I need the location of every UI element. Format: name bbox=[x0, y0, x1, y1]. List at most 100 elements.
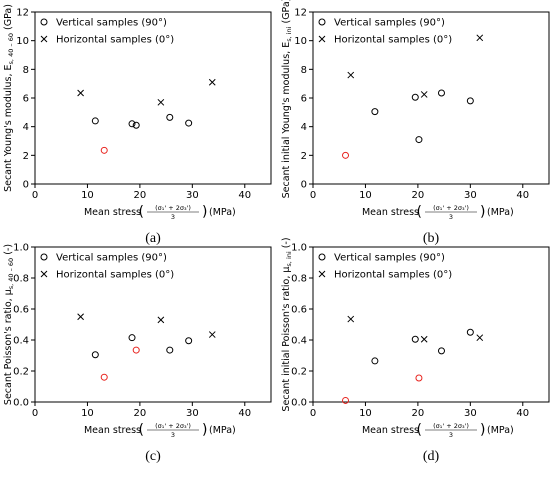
y-tick-label-b: 2 bbox=[301, 151, 307, 162]
x-tick-label-c: 10 bbox=[81, 408, 94, 419]
data-point-a-s1 bbox=[157, 98, 165, 106]
data-point-d-s1 bbox=[347, 315, 355, 323]
fraction-denominator-c: 3 bbox=[171, 431, 175, 439]
y-tick-label-b: 6 bbox=[301, 94, 307, 105]
y-tick-label-d: 0.4 bbox=[291, 336, 307, 347]
data-point-c-s0 bbox=[91, 351, 99, 359]
fraction-right-paren-b: ) bbox=[480, 204, 485, 220]
y-tick-label-a: 4 bbox=[23, 122, 29, 133]
data-point-a-s0 bbox=[185, 119, 193, 127]
x-tick-label-a: 20 bbox=[134, 190, 147, 201]
x-axis-label-text-a: Mean stress bbox=[84, 207, 141, 218]
data-point-c-s2 bbox=[100, 373, 108, 381]
data-point-d-s0 bbox=[411, 335, 419, 343]
x-axis-label-fraction-d: (σ₁' + 2σ₃')3 () bbox=[417, 422, 486, 439]
x-tick-label-d: 10 bbox=[359, 408, 372, 419]
data-point-b-s1 bbox=[420, 91, 428, 98]
fraction-numerator-a: (σ₁' + 2σ₃') bbox=[155, 204, 191, 212]
fraction-right-paren-d: ) bbox=[480, 422, 485, 438]
panel-label-b: (b) bbox=[423, 231, 440, 246]
data-point-a-s1 bbox=[208, 78, 216, 86]
data-point-b-s2 bbox=[342, 151, 350, 159]
data-point-c-s0 bbox=[128, 334, 136, 342]
data-point-a-s0 bbox=[128, 120, 136, 128]
legend-entry-b: Horizontal samples (0°) bbox=[334, 35, 452, 46]
y-axis-label-text-d: Secant initial Poisson's ratio, μ bbox=[281, 267, 292, 412]
fraction-left-paren-a: ( bbox=[139, 204, 144, 220]
fraction-numerator-b: (σ₁' + 2σ₃') bbox=[433, 204, 469, 212]
y-tick-label-b: 4 bbox=[301, 122, 307, 133]
fraction-right-paren-c: ) bbox=[202, 422, 207, 438]
data-point-c-s0 bbox=[166, 346, 174, 354]
y-axis-label-subscript-d: s, ini bbox=[285, 251, 293, 266]
data-point-a-s0 bbox=[132, 121, 140, 129]
legend-marker-x-d bbox=[318, 270, 326, 278]
x-axis-unit-a: (MPa) bbox=[209, 207, 236, 218]
x-axis-label-text-c: Mean stress bbox=[84, 425, 141, 436]
legend-entry-d: Horizontal samples (0°) bbox=[334, 270, 452, 281]
legend-c: Vertical samples (90°) Horizontal samples… bbox=[40, 253, 174, 281]
y-axis-label-subscript-a: s, 40 – 60 bbox=[7, 33, 15, 64]
y-axis-label-subscript-b: s, ini bbox=[285, 26, 293, 41]
data-point-c-s1 bbox=[77, 313, 84, 321]
legend-entry-a: Horizontal samples (0°) bbox=[56, 35, 174, 46]
x-tick-label-b: 10 bbox=[359, 190, 372, 201]
data-point-c-s1 bbox=[208, 331, 216, 338]
y-axis-label-subscript-c: s, 40 – 60 bbox=[7, 258, 15, 289]
y-tick-label-c: 0.0 bbox=[13, 398, 29, 409]
fraction-numerator-d: (σ₁' + 2σ₃') bbox=[433, 422, 469, 430]
y-tick-label-d: 0.2 bbox=[291, 367, 307, 378]
y-tick-label-d: 1.0 bbox=[291, 243, 307, 254]
data-point-b-s1 bbox=[476, 34, 484, 42]
legend-entry-d: Vertical samples (90°) bbox=[334, 253, 445, 264]
x-tick-label-a: 0 bbox=[32, 190, 38, 201]
x-tick-label-c: 0 bbox=[32, 408, 38, 419]
y-tick-label-c: 0.4 bbox=[13, 336, 29, 347]
y-axis-label-text-c: Secant Poisson's ratio, μ bbox=[3, 289, 14, 405]
y-tick-label-a: 12 bbox=[16, 8, 29, 19]
y-tick-label-b: 10 bbox=[294, 36, 307, 47]
x-axis-label-text-b: Mean stress bbox=[362, 207, 419, 218]
y-axis-label-unit-a: (GPa) bbox=[3, 4, 14, 33]
data-point-b-s0 bbox=[415, 136, 423, 144]
y-tick-label-d: 0.6 bbox=[291, 305, 307, 316]
x-axis-label-fraction-c: (σ₁' + 2σ₃')3 () bbox=[139, 422, 208, 439]
data-point-b-s0 bbox=[437, 89, 445, 97]
data-point-c-s2 bbox=[132, 346, 140, 354]
y-axis-label-text-a: Secant Young's modulus, E bbox=[3, 64, 14, 191]
y-axis-label-unit-c: (-) bbox=[3, 244, 14, 258]
x-tick-label-d: 0 bbox=[310, 408, 316, 419]
plot-frame-d bbox=[312, 246, 550, 403]
legend-marker-circle-b bbox=[318, 18, 326, 26]
panel-label-a: (a) bbox=[145, 231, 161, 246]
y-tick-label-a: 10 bbox=[16, 36, 29, 47]
x-axis-unit-c: (MPa) bbox=[209, 425, 236, 436]
x-tick-label-c: 40 bbox=[238, 408, 251, 419]
y-tick-label-a: 0 bbox=[23, 180, 29, 191]
x-axis-label-fraction-b: (σ₁' + 2σ₃')3 () bbox=[417, 204, 486, 221]
data-point-b-s0 bbox=[371, 108, 379, 116]
y-tick-label-c: 1.0 bbox=[13, 243, 29, 254]
y-tick-label-a: 2 bbox=[23, 151, 29, 162]
x-axis-label-b: Mean stress (σ₁' + 2σ₃')3 () (MPa) bbox=[362, 204, 514, 221]
y-tick-label-c: 0.6 bbox=[13, 305, 29, 316]
data-point-d-s0 bbox=[466, 328, 474, 336]
y-axis-label-c: Secant Poisson's ratio, μs, 40 – 60 (-) bbox=[3, 244, 15, 405]
legend-a: Vertical samples (90°) Horizontal samples… bbox=[40, 18, 174, 46]
x-axis-label-a: Mean stress (σ₁' + 2σ₃')3 () (MPa) bbox=[84, 204, 236, 221]
fraction-numerator-c: (σ₁' + 2σ₃') bbox=[155, 422, 191, 430]
legend-entry-c: Vertical samples (90°) bbox=[56, 253, 167, 264]
y-tick-label-d: 0.0 bbox=[291, 398, 307, 409]
legend-marker-x-b bbox=[318, 35, 326, 43]
y-tick-label-c: 0.8 bbox=[13, 274, 29, 285]
panel-label-c: (c) bbox=[145, 449, 161, 464]
x-axis-unit-d: (MPa) bbox=[487, 425, 514, 436]
y-axis-label-b: Secant initial Young's modulus, Es, ini … bbox=[281, 0, 293, 198]
x-axis-label-text-d: Mean stress bbox=[362, 425, 419, 436]
x-tick-label-d: 20 bbox=[412, 408, 425, 419]
x-tick-label-c: 20 bbox=[134, 408, 147, 419]
